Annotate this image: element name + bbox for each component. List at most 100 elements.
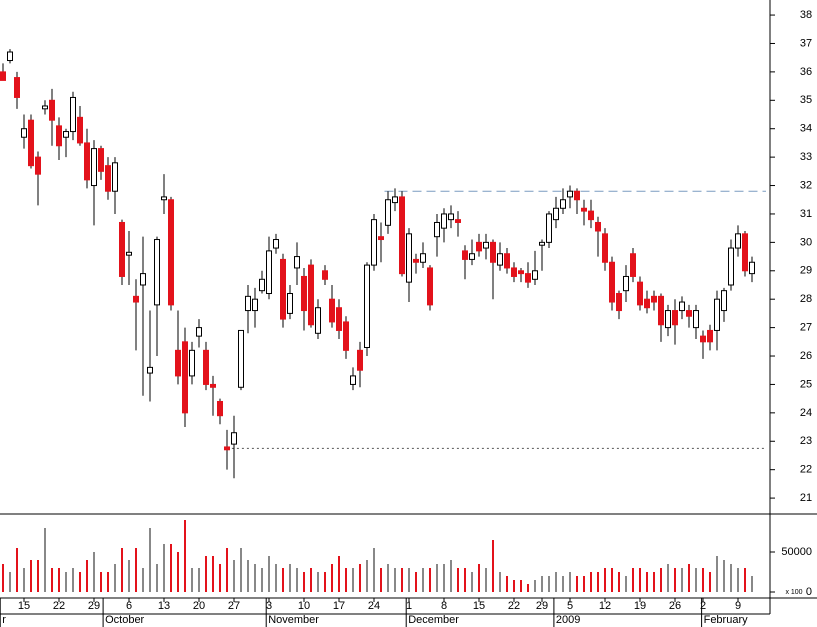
candle-body [742,233,748,272]
volume-bar [422,568,424,592]
candle-body [203,349,209,385]
candle-body [420,253,426,263]
volume-bar [191,568,193,592]
candle-body [651,295,657,303]
volume-bar [415,572,417,592]
candle-body [273,239,279,249]
candle-body [553,207,559,221]
volume-bar [37,560,39,592]
candle-body [210,383,216,388]
x-tick-label: 9 [735,600,741,612]
y-tick-label: 35 [800,94,812,106]
y-tick-label: 0 [806,586,812,598]
candle-body [28,119,34,167]
volume-bar [30,560,32,592]
candle-body [329,298,335,323]
candle-body [560,199,566,209]
candle-body [504,253,510,269]
volume-bar [723,560,725,592]
candle-body [735,233,741,249]
candle-body [483,241,489,249]
candle-body [602,233,608,263]
volume-bar [660,568,662,592]
volume-bar [506,576,508,592]
volume-bar [695,568,697,592]
volume-bar [135,548,137,592]
candle-body [714,298,720,331]
volume-bar [576,576,578,592]
candle-body [259,278,265,292]
candle-body [672,310,678,326]
volume-bar [261,568,263,592]
volume-bar [51,568,53,592]
volume-bar [93,552,95,592]
volume-bar [751,576,753,592]
candle-body [427,267,433,306]
volume-bar [331,564,333,592]
volume-bar [233,560,235,592]
candle-body [294,256,300,269]
candle-body [357,349,363,371]
candle-body [378,236,384,241]
candle-body [455,219,461,223]
volume-bar [359,564,361,592]
volume-bar [429,568,431,592]
candle-body [154,239,160,306]
candle-body [0,71,6,81]
x-tick-label: 22 [508,600,520,612]
candle-body [686,310,692,317]
volume-bar [457,568,459,592]
volume-bar [184,520,186,592]
volume-bar [408,568,410,592]
volume-bar [499,572,501,592]
y-tick-label: 50000 [781,546,812,558]
candle-body [441,213,447,229]
volume-bar [674,568,676,592]
volume-bar [9,572,11,592]
candle-body [700,335,706,343]
x-tick-label: 24 [368,600,380,612]
volume-bar [268,556,270,592]
candle-body [364,264,370,348]
candle-body [315,307,321,334]
x-tick-label: 15 [18,600,30,612]
volume-bar [23,568,25,592]
y-tick-label: 29 [800,265,812,277]
month-label: December [408,614,459,626]
volume-bar [219,564,221,592]
y-tick-label: 31 [800,208,812,220]
volume-bar [114,564,116,592]
y-tick-label: 32 [800,179,812,191]
volume-bar [534,580,536,592]
volume-bar [548,576,550,592]
candle-body [336,307,342,331]
y-tick-label: 22 [800,464,812,476]
volume-bar [590,572,592,592]
candle-body [497,253,503,266]
volume-bar [583,576,585,592]
candle-body [630,253,636,277]
volume-bar [198,568,200,592]
candle-body [721,290,727,312]
volume-bar [730,564,732,592]
volume-bar [65,572,67,592]
candle-body [371,219,377,266]
candle-body [448,213,454,221]
volume-bar [254,564,256,592]
volume-bar [555,572,557,592]
volume-bar [317,572,319,592]
x-tick-label: 15 [473,600,485,612]
candle-body [469,253,475,260]
candle-body [182,341,188,414]
y-tick-label: 21 [800,492,812,504]
volume-bar [128,560,130,592]
volume-bar [520,580,522,592]
volume-bar [366,560,368,592]
volume-bar [478,564,480,592]
candle-body [308,264,314,326]
volume-bar [303,572,305,592]
candle-body [147,366,153,374]
candle-body [511,267,517,277]
candle-body [189,349,195,377]
